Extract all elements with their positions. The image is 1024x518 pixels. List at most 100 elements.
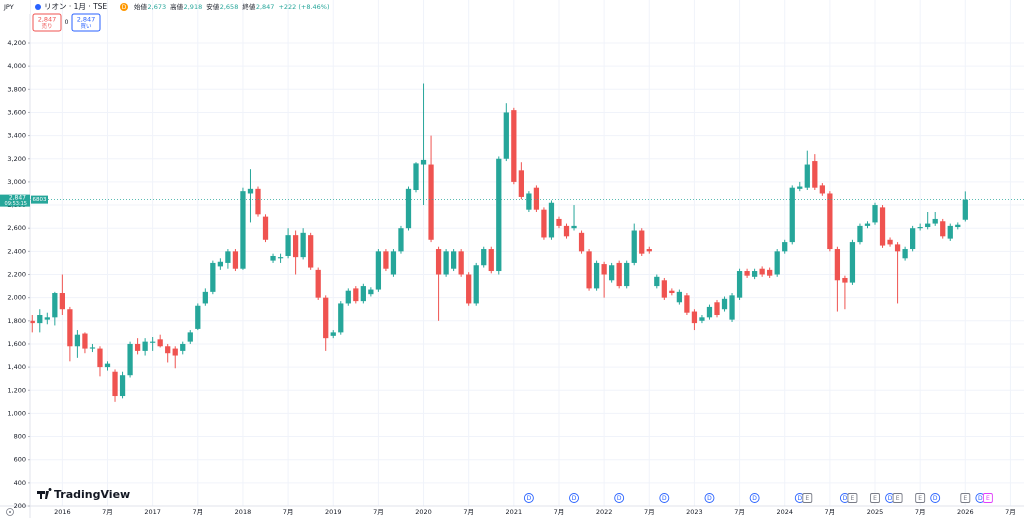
candle — [571, 205, 577, 231]
event-marker[interactable]: E — [915, 493, 926, 503]
event-marker[interactable]: E — [847, 493, 858, 503]
event-shape — [614, 493, 625, 503]
event-marker[interactable]: D — [659, 493, 670, 503]
buy-label[interactable]: 買い — [80, 23, 92, 30]
candle — [533, 185, 540, 212]
event-shape — [930, 493, 941, 503]
candle-body — [97, 348, 103, 368]
candle — [405, 186, 412, 231]
candle-body — [654, 276, 660, 287]
event-marker[interactable]: E — [960, 493, 971, 503]
event-marker[interactable]: D — [523, 493, 534, 503]
candle — [804, 150, 810, 191]
event-marker[interactable]: D — [614, 493, 625, 503]
event-marker[interactable]: D — [930, 493, 941, 503]
candle — [187, 330, 193, 344]
event-label: D — [933, 495, 938, 502]
candle — [910, 225, 916, 252]
candle-body — [195, 305, 201, 329]
ohlc-label: 始値 — [134, 2, 148, 11]
candle — [210, 260, 216, 295]
candle-body — [782, 242, 788, 252]
candle-body — [383, 251, 389, 269]
candle-body — [894, 244, 901, 252]
buy-box[interactable] — [71, 13, 101, 32]
y-tick-label: 2,000 — [7, 294, 26, 302]
price-tag-code-box — [31, 195, 48, 204]
buy-button[interactable]: 2,847 買い — [71, 13, 101, 32]
candle — [511, 107, 517, 185]
ohlc-label: 終値 — [242, 2, 256, 11]
candle-body — [744, 271, 750, 276]
ohlc-label: 安値 — [206, 2, 220, 11]
y-tick-label: 1,200 — [7, 386, 26, 394]
candle — [390, 249, 397, 277]
candle-body — [300, 232, 306, 258]
candle-body — [157, 339, 163, 347]
candle — [262, 214, 269, 243]
logo[interactable]: TradingView — [37, 488, 130, 501]
candle — [563, 223, 570, 239]
candle — [962, 191, 968, 222]
x-tick-label: 2025 — [867, 508, 884, 516]
event-marker[interactable]: D — [749, 493, 760, 503]
ohlc-value: 2,918 — [184, 3, 203, 11]
y-tick-label: 2,400 — [7, 247, 26, 255]
candle-body — [593, 262, 600, 289]
event-marker[interactable]: E — [870, 493, 880, 503]
candle-body — [345, 290, 351, 304]
event-label: D — [572, 495, 577, 502]
candle-body — [571, 225, 577, 229]
candle-body — [774, 251, 780, 275]
settings-icon[interactable] — [6, 508, 14, 516]
candle-body — [270, 255, 276, 261]
candle — [300, 228, 306, 260]
candle — [624, 260, 630, 289]
sell-label[interactable]: 売り — [41, 22, 52, 30]
event-label: D — [888, 495, 893, 502]
sell-button[interactable]: 2,847 売り — [32, 13, 62, 32]
currency[interactable]: JPY — [3, 3, 14, 11]
candle — [119, 371, 126, 399]
currency-box[interactable] — [0, 0, 30, 14]
sell-price[interactable]: 2,847 — [38, 16, 57, 24]
candle — [217, 258, 224, 270]
candle-body — [834, 249, 841, 281]
candle-body — [586, 251, 592, 289]
candle — [458, 249, 464, 277]
candle — [443, 249, 449, 277]
event-marker[interactable]: E — [892, 493, 903, 503]
candle — [526, 191, 532, 212]
candle-body — [225, 251, 231, 263]
logo-icon — [37, 488, 52, 499]
candle — [134, 338, 141, 355]
event-marker[interactable]: E — [982, 493, 993, 503]
ohlc-value: 2,658 — [220, 3, 239, 11]
candle-body — [119, 375, 126, 397]
symbol[interactable]: リオン · 1月 · TSE — [44, 2, 107, 11]
candle — [586, 249, 592, 291]
y-tick-label: 2,600 — [7, 224, 26, 232]
candle-body — [368, 289, 374, 295]
candle-body — [699, 317, 705, 321]
buy-price[interactable]: 2,847 — [77, 16, 96, 24]
candle-body — [729, 295, 735, 320]
sell-box[interactable] — [32, 13, 62, 32]
x-tick-label: 7月 — [644, 508, 655, 516]
candle — [767, 267, 773, 278]
candle — [150, 337, 156, 351]
candle-body — [127, 343, 133, 376]
event-marker[interactable]: E — [802, 493, 813, 503]
event-marker[interactable]: D — [569, 493, 579, 503]
x-tick-label: 2026 — [957, 508, 974, 516]
event-marker[interactable]: D — [704, 493, 715, 503]
candle-body — [165, 346, 171, 354]
x-tick-label: 7月 — [825, 508, 836, 516]
candle — [451, 249, 457, 272]
candle — [353, 286, 359, 304]
candle — [180, 341, 186, 355]
candle-body — [804, 164, 810, 188]
candle-body — [751, 271, 758, 277]
candle-body — [353, 288, 359, 302]
